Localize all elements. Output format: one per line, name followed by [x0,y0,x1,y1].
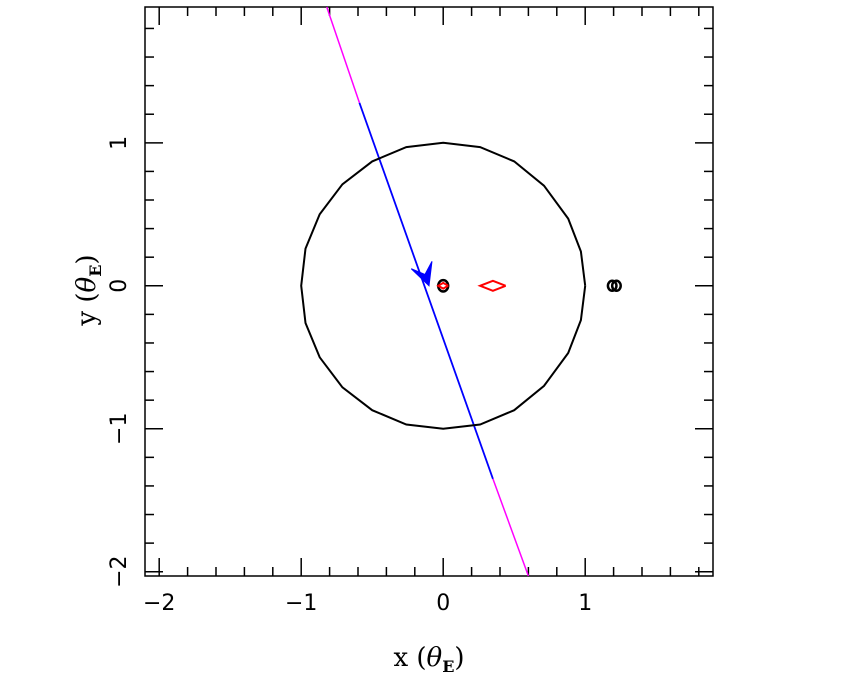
critical-curve [300,141,587,430]
x-axis-label-symbol: θ [427,643,443,673]
y-axis-label-subscript: E [86,265,105,277]
x-axis-label-subscript: E [442,657,454,676]
trajectory-inner-segment [358,102,494,480]
central-caustic [436,281,449,290]
y-tick-label: 0 [107,279,132,293]
trajectory-outer-segment [492,478,530,577]
plot-frame [144,6,714,577]
x-axis-label-suffix: ) [454,643,464,673]
trajectory-outer-segment [326,6,361,104]
y-axis-label-symbol: θ [72,276,102,292]
y-tick-label: −2 [107,555,132,587]
trajectory-arrow [410,261,433,287]
y-tick-label: 1 [107,136,132,150]
x-tick-label: 1 [578,591,592,616]
x-tick-label: −1 [285,591,317,616]
small-critical-curve [606,279,618,293]
y-tick-label: −1 [107,413,132,445]
small-critical-curve [610,279,622,293]
curves-layer [300,6,622,577]
planetary-caustic [477,279,507,292]
x-axis-label: x (θE) [393,643,464,676]
x-axis-label-prefix: x ( [393,643,426,673]
y-axis-label: y (θE) [72,254,105,326]
y-axis-label-prefix: y ( [72,292,102,326]
x-tick-label: −2 [143,591,175,616]
axis-ticks [145,7,713,576]
y-axis-label-suffix: ) [72,254,102,264]
x-tick-label: 0 [436,591,450,616]
x-tick-labels: −2 −1 0 1 [143,591,592,616]
y-tick-labels: −2 −1 0 1 [107,136,132,588]
